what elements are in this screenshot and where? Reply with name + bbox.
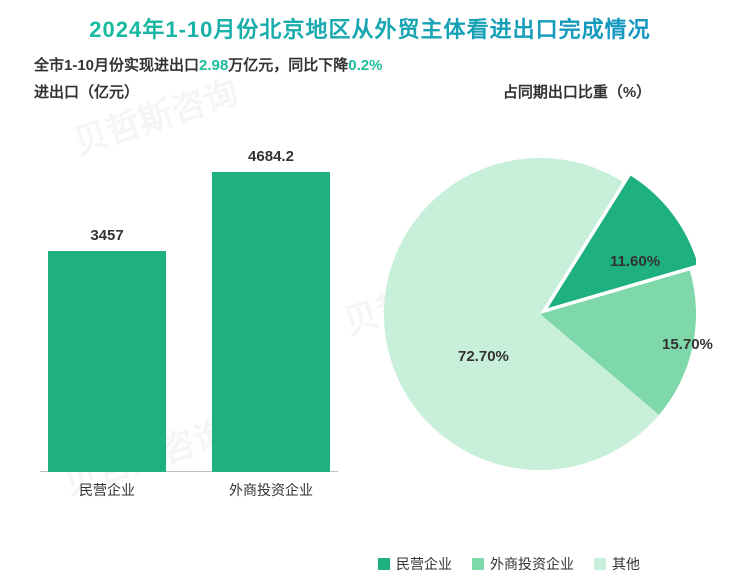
- pie-slice-label: 11.60%: [610, 253, 660, 270]
- bar-category-label: 外商投资企业: [212, 480, 330, 500]
- legend-item: 民营企业: [378, 554, 452, 574]
- pie-chart: 11.60% 15.70% 72.70% 民营企业 外商投资企业 其他: [350, 118, 740, 588]
- bar-value-label: 3457: [48, 227, 166, 244]
- legend-swatch: [378, 558, 390, 570]
- bar-0: 3457: [48, 251, 166, 472]
- subtitle: 全市1-10月份实现进出口2.98万亿元，同比下降0.2%: [0, 50, 740, 79]
- legend-swatch: [594, 558, 606, 570]
- bar-chart: 3457 民营企业 4684.2 外商投资企业: [0, 118, 350, 588]
- legend-item: 其他: [594, 554, 640, 574]
- pie-chart-title: 占同期出口比重（%）: [374, 81, 720, 102]
- subtitle-prefix: 全市1-10月份实现进出口: [34, 57, 199, 74]
- pie-slice-label: 72.70%: [458, 348, 509, 365]
- subtitle-value1: 2.98: [199, 57, 228, 74]
- pie-slice-label: 15.70%: [662, 336, 713, 353]
- bar-value-label: 4684.2: [212, 148, 330, 165]
- bar-1: 4684.2: [212, 172, 330, 472]
- legend-label: 外商投资企业: [490, 554, 574, 574]
- legend: 民营企业 外商投资企业 其他: [378, 554, 740, 574]
- bar-chart-title: 进出口（亿元）: [34, 81, 374, 102]
- legend-label: 民营企业: [396, 554, 452, 574]
- page-title: 2024年1-10月份北京地区从外贸主体看进出口完成情况: [0, 0, 740, 50]
- legend-item: 外商投资企业: [472, 554, 574, 574]
- subtitle-mid: 万亿元，同比下降: [228, 57, 348, 74]
- bar-category-label: 民营企业: [48, 480, 166, 500]
- subtitle-value2: 0.2%: [348, 57, 382, 74]
- legend-swatch: [472, 558, 484, 570]
- legend-label: 其他: [612, 554, 640, 574]
